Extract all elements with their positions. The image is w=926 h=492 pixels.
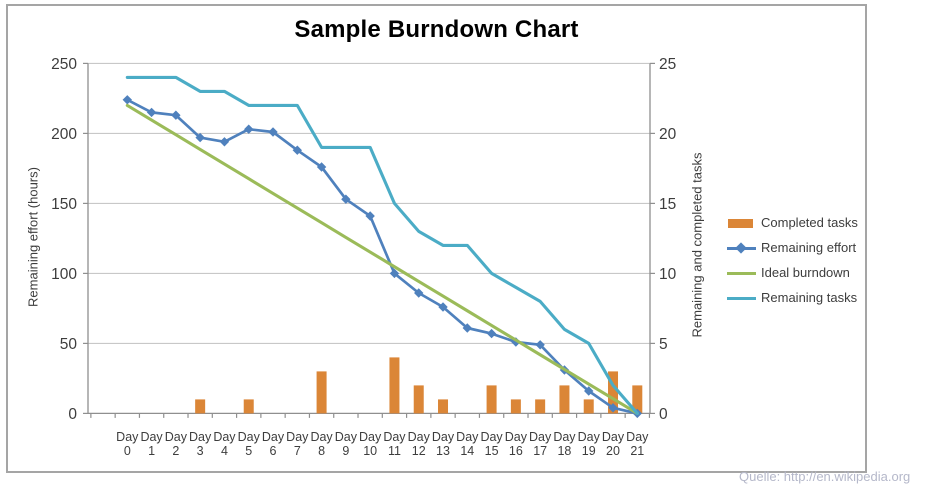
svg-text:Day: Day [505,430,528,444]
svg-text:11: 11 [388,444,401,458]
svg-text:21: 21 [630,444,644,458]
svg-text:10: 10 [659,266,677,283]
svg-text:15: 15 [485,444,499,458]
svg-text:Day: Day [310,430,333,444]
svg-text:150: 150 [51,196,77,213]
svg-text:Day: Day [116,430,139,444]
svg-text:Day: Day [213,430,236,444]
chart-legend: Completed tasks Remaining effort Ideal b… [727,210,858,310]
svg-text:Day: Day [480,430,503,444]
svg-text:Day: Day [335,430,358,444]
ideal-burndown-swatch-icon [727,266,756,280]
legend-item-ideal-burndown: Ideal burndown [727,260,858,285]
chart-title: Sample Burndown Chart [294,16,579,43]
series-completed-tasks [195,357,643,414]
svg-text:20: 20 [606,444,620,458]
svg-text:Day: Day [626,430,649,444]
svg-text:7: 7 [294,444,301,458]
svg-text:18: 18 [557,444,571,458]
series-ideal-burndown [125,103,639,415]
svg-text:16: 16 [509,444,523,458]
svg-text:14: 14 [460,444,474,458]
svg-text:Day: Day [456,430,479,444]
svg-text:1: 1 [148,444,155,458]
svg-text:200: 200 [51,126,77,143]
legend-item-remaining-effort: Remaining effort [727,235,858,260]
svg-text:0: 0 [124,444,131,458]
svg-text:250: 250 [51,56,77,73]
legend-label: Ideal burndown [761,265,850,280]
svg-text:19: 19 [582,444,596,458]
svg-text:Day: Day [286,430,309,444]
svg-text:25: 25 [659,56,676,73]
legend-label: Completed tasks [761,215,858,230]
svg-text:2: 2 [172,444,179,458]
svg-text:9: 9 [342,444,349,458]
svg-text:Day: Day [432,430,455,444]
svg-text:Day: Day [602,430,625,444]
svg-text:Day: Day [165,430,188,444]
legend-item-remaining-tasks: Remaining tasks [727,285,858,310]
svg-text:Day: Day [262,430,285,444]
svg-text:Day: Day [383,430,406,444]
svg-text:100: 100 [51,266,77,283]
svg-text:20: 20 [659,126,677,143]
legend-item-completed-tasks: Completed tasks [727,210,858,235]
remaining-effort-swatch-icon [727,241,756,255]
svg-text:12: 12 [412,444,426,458]
svg-text:Day: Day [578,430,601,444]
x-axis-labels: Day0Day1Day2Day3Day4Day5Day6Day7Day8Day9… [116,430,649,458]
svg-text:4: 4 [221,444,228,458]
left-axis-tick-labels: 0 50 100 150 200 250 [51,56,77,423]
chart-axes [83,62,655,418]
chart-outer-frame [6,4,867,473]
chart-gridlines [88,62,650,344]
svg-text:Day: Day [140,430,163,444]
svg-text:17: 17 [533,444,547,458]
svg-text:15: 15 [659,196,676,213]
svg-text:Day: Day [238,430,261,444]
series-remaining-tasks [125,75,639,415]
left-axis-title: Remaining effort (hours) [25,167,41,307]
source-note: Quelle: http://en.wikipedia.org [739,469,911,484]
svg-text:Day: Day [359,430,382,444]
svg-text:0: 0 [659,406,668,423]
right-axis-tick-labels: 0 5 10 15 20 25 [659,56,677,423]
legend-label: Remaining tasks [761,290,858,305]
svg-text:Day: Day [408,430,431,444]
svg-text:Day: Day [529,430,552,444]
svg-text:10: 10 [363,444,377,458]
svg-text:0: 0 [68,406,77,423]
remaining-tasks-swatch-icon [727,291,756,305]
svg-text:50: 50 [60,336,78,353]
svg-text:13: 13 [436,444,450,458]
svg-text:Day: Day [189,430,212,444]
completed-tasks-swatch-icon [727,216,756,230]
series-remaining-effort [122,95,642,419]
svg-text:5: 5 [245,444,252,458]
svg-text:5: 5 [659,336,668,353]
svg-text:Day: Day [553,430,576,444]
svg-text:3: 3 [197,444,204,458]
legend-label: Remaining effort [761,240,857,255]
right-axis-title: Remaining and completed tasks [689,152,705,338]
svg-text:8: 8 [318,444,325,458]
svg-text:6: 6 [270,444,277,458]
